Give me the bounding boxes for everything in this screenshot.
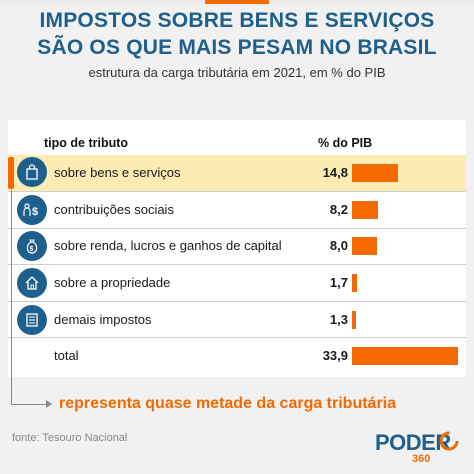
category-label-other-taxes: demais impostos xyxy=(54,312,152,327)
value-label: 1,7 xyxy=(329,275,348,290)
category-label-income: sobre renda, lucros e ganhos de capital xyxy=(54,238,282,253)
logo-ring-icon xyxy=(439,431,459,451)
shopping-bag-icon xyxy=(17,157,47,187)
headline-line-1: IMPOSTOS SOBRE BENS E SERVIÇOS xyxy=(39,9,435,32)
house-icon xyxy=(17,268,47,298)
category-label-property: sobre a propriedade xyxy=(54,275,171,290)
bar xyxy=(352,274,358,292)
row-separator xyxy=(8,191,466,192)
headline-line-2: SÃO OS QUE MAIS PESAM NO BRASIL xyxy=(37,36,437,59)
bar xyxy=(352,347,458,365)
value-label: 8,2 xyxy=(329,202,348,217)
row-separator xyxy=(8,228,466,229)
category-label-social-contributions: contribuições sociais xyxy=(54,202,174,217)
value-label: 1,3 xyxy=(329,312,348,327)
column-header-category: tipo de tributo xyxy=(44,136,129,150)
bar xyxy=(352,311,357,329)
value-label: 33,9 xyxy=(322,348,348,363)
bar xyxy=(352,237,377,255)
annotation-text: representa quase metade da carga tributá… xyxy=(59,395,397,412)
source-note: fonte: Tesouro Nacional xyxy=(12,432,128,444)
row-separator xyxy=(8,264,466,265)
document-icon xyxy=(17,305,47,335)
svg-text:$: $ xyxy=(30,246,34,253)
arrow-right-icon xyxy=(46,400,52,408)
svg-text:$: $ xyxy=(32,206,38,218)
annotation-bracket xyxy=(11,190,12,404)
category-label-total: total xyxy=(54,348,79,363)
category-label-goods-services: sobre bens e serviços xyxy=(54,165,181,180)
money-bag-icon: $ xyxy=(17,231,47,261)
annotation-arrow-line xyxy=(11,404,51,405)
bar xyxy=(352,164,399,182)
value-label: 8,0 xyxy=(329,238,348,253)
bar xyxy=(352,201,378,219)
value-label: 14,8 xyxy=(322,165,348,180)
highlight-marker xyxy=(8,157,14,189)
logo-word: PODER xyxy=(375,430,451,455)
logo-number: 360 xyxy=(412,453,431,465)
top-accent-line xyxy=(205,0,269,4)
row-separator xyxy=(8,301,466,302)
row-separator xyxy=(8,337,466,338)
people-money-icon: $ xyxy=(17,195,47,225)
column-header-value: % do PIB xyxy=(318,136,373,150)
subtitle: estrutura da carga tributária em 2021, e… xyxy=(88,65,386,80)
